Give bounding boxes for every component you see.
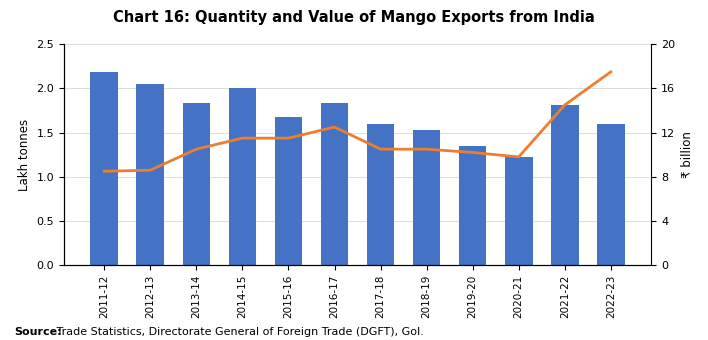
Value (RHS) <box>377 147 385 151</box>
Bar <box>229 87 256 265</box>
Bar <box>137 84 164 265</box>
Bar <box>367 124 394 265</box>
Bar <box>91 72 118 265</box>
Text: Source:: Source: <box>14 327 62 337</box>
Bar <box>275 117 302 265</box>
Value (RHS) <box>607 70 615 74</box>
Value (RHS) <box>561 103 569 107</box>
Value (RHS) <box>423 147 431 151</box>
Value (RHS) <box>469 150 477 154</box>
Y-axis label: Lakh tonnes: Lakh tonnes <box>18 119 30 191</box>
Bar <box>505 157 532 265</box>
Bar <box>183 103 210 265</box>
Text: Trade Statistics, Directorate General of Foreign Trade (DGFT), GoI.: Trade Statistics, Directorate General of… <box>53 327 424 337</box>
Bar <box>459 146 486 265</box>
Y-axis label: ₹ billion: ₹ billion <box>681 131 694 178</box>
Value (RHS) <box>192 147 200 151</box>
Value (RHS) <box>330 125 338 129</box>
Value (RHS) <box>284 136 292 140</box>
Value (RHS) <box>100 169 108 173</box>
Bar <box>413 130 440 265</box>
Value (RHS) <box>146 168 154 172</box>
Bar <box>551 105 578 265</box>
Line: Value (RHS): Value (RHS) <box>104 72 611 171</box>
Value (RHS) <box>238 136 246 140</box>
Bar <box>597 124 624 265</box>
Bar <box>321 103 348 265</box>
Value (RHS) <box>515 155 523 159</box>
Text: Chart 16: Quantity and Value of Mango Exports from India: Chart 16: Quantity and Value of Mango Ex… <box>113 10 595 25</box>
